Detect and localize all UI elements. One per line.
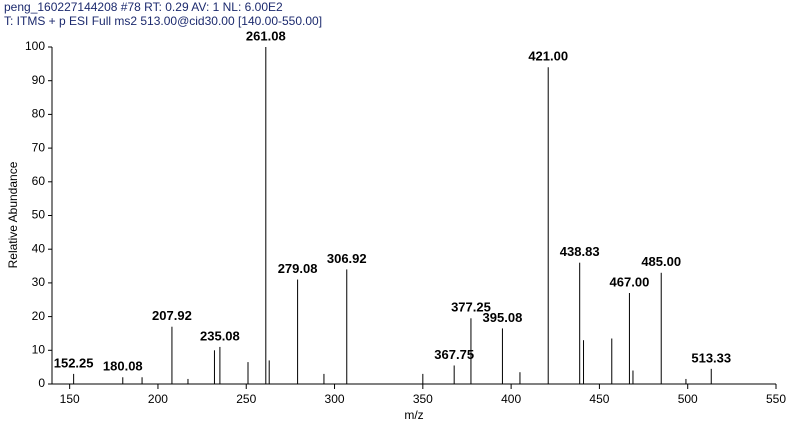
x-tick-label: 250 <box>236 392 256 406</box>
peak-label: 235.08 <box>200 328 240 343</box>
x-tick-label: 550 <box>766 392 786 406</box>
x-tick-label: 450 <box>589 392 609 406</box>
y-tick-label: 60 <box>32 174 46 188</box>
peak-label: 438.83 <box>560 244 600 259</box>
y-tick-label: 20 <box>32 309 46 323</box>
y-tick-label: 0 <box>38 376 45 390</box>
peak-label: 180.08 <box>103 359 143 374</box>
x-tick-label: 500 <box>678 392 698 406</box>
peak-label: 306.92 <box>327 251 367 266</box>
y-tick-label: 100 <box>25 39 45 53</box>
y-tick-label: 70 <box>32 140 46 154</box>
peak-label: 207.92 <box>152 308 192 323</box>
x-tick-label: 150 <box>60 392 80 406</box>
y-tick-label: 10 <box>32 342 46 356</box>
y-axis-label: Relative Abundance <box>6 161 20 268</box>
y-tick-label: 80 <box>32 107 46 121</box>
peak-label: 513.33 <box>691 350 731 365</box>
y-tick-label: 40 <box>32 241 46 255</box>
peak-label: 467.00 <box>610 274 650 289</box>
y-tick-label: 30 <box>32 275 46 289</box>
y-tick-label: 90 <box>32 73 46 87</box>
peak-label: 367.75 <box>434 347 474 362</box>
y-tick-label: 50 <box>32 208 46 222</box>
x-axis-label: m/z <box>404 408 423 422</box>
peak-label: 279.08 <box>278 261 318 276</box>
x-tick-label: 350 <box>413 392 433 406</box>
peak-label: 395.08 <box>483 310 523 325</box>
peak-label: 261.08 <box>246 28 286 43</box>
x-tick-label: 400 <box>501 392 521 406</box>
x-tick-label: 300 <box>325 392 345 406</box>
peak-label: 485.00 <box>641 254 681 269</box>
peak-label: 152.25 <box>54 355 94 370</box>
header-line: T: ITMS + p ESI Full ms2 513.00@cid30.00… <box>4 14 322 28</box>
x-tick-label: 200 <box>148 392 168 406</box>
peak-label: 377.25 <box>451 300 491 315</box>
header-line: peng_160227144208 #78 RT: 0.29 AV: 1 NL:… <box>4 0 283 14</box>
peak-label: 421.00 <box>528 49 568 64</box>
